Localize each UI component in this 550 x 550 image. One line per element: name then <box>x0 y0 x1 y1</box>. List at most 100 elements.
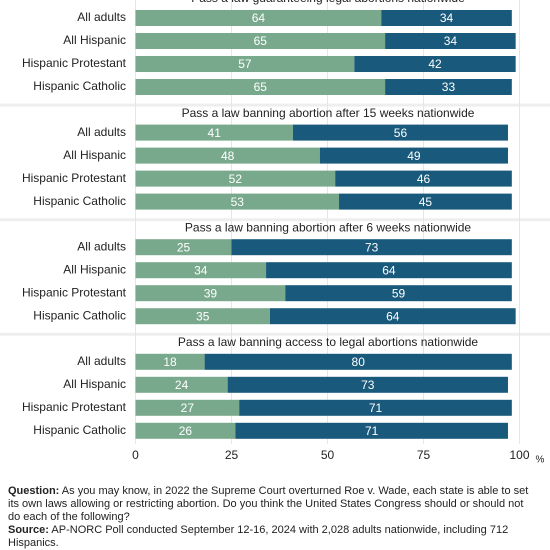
bar-segment <box>227 376 508 393</box>
bar-segment <box>354 56 516 72</box>
question-label: Question: <box>8 485 60 497</box>
category-label: Hispanic Protestant <box>22 285 127 299</box>
bar-segment <box>135 10 382 26</box>
panel-title: Pass a law banning abortion after 15 wee… <box>182 106 475 120</box>
bar-segment <box>266 262 512 279</box>
value-label: 34 <box>440 11 454 25</box>
value-label: 41 <box>208 126 222 140</box>
value-label: 34 <box>444 34 458 48</box>
value-label: 18 <box>163 355 177 369</box>
value-label: 65 <box>254 80 268 94</box>
bar-segment <box>135 193 340 210</box>
source: Source: AP-NORC Poll conducted September… <box>8 524 538 550</box>
bar-segment <box>135 422 236 439</box>
source-text: AP-NORC Poll conducted September 12-16, … <box>8 524 509 549</box>
panel-gap <box>0 332 550 336</box>
bar-segment <box>292 124 508 141</box>
bar-segment <box>135 239 232 256</box>
value-label: 80 <box>352 355 366 369</box>
bar-segment <box>385 33 516 49</box>
category-label: Hispanic Protestant <box>22 56 127 70</box>
x-tick-label: 75 <box>417 448 431 462</box>
value-label: 57 <box>238 57 252 71</box>
question: Question: As you may know, in 2022 the S… <box>8 485 538 524</box>
x-tick-label: 25 <box>225 448 239 462</box>
panel-gap <box>0 103 550 107</box>
bar-segment <box>385 79 512 95</box>
category-label: All Hispanic <box>63 262 126 276</box>
value-label: 53 <box>231 195 245 209</box>
bar-segment <box>135 170 336 187</box>
bar-segment <box>231 239 512 256</box>
question-text: As you may know, in 2022 the Supreme Cou… <box>8 485 529 523</box>
category-label: Hispanic Protestant <box>22 171 127 185</box>
value-label: 49 <box>407 149 421 163</box>
value-label: 71 <box>369 401 383 415</box>
value-label: 48 <box>221 149 235 163</box>
bar-segment <box>135 79 386 95</box>
value-label: 39 <box>204 286 218 300</box>
source-label: Source: <box>8 524 49 536</box>
category-label: All Hispanic <box>63 148 126 162</box>
bar-segment <box>319 147 508 164</box>
bar-segment <box>269 308 516 325</box>
x-tick-label: 0 <box>132 448 139 462</box>
value-label: 25 <box>177 240 191 254</box>
bar-segment <box>135 399 240 416</box>
value-label: 26 <box>179 424 193 438</box>
bar-segment <box>135 376 228 393</box>
category-label: Hispanic Catholic <box>33 194 126 208</box>
category-label: Hispanic Catholic <box>33 423 126 437</box>
bar-segment <box>135 285 286 302</box>
value-label: 73 <box>365 240 379 254</box>
bar-segment <box>239 399 512 416</box>
x-tick-label: 50 <box>321 448 335 462</box>
category-label: All adults <box>77 239 126 253</box>
bar-segment <box>339 193 512 210</box>
value-label: 56 <box>394 126 408 140</box>
category-label: All Hispanic <box>63 33 126 47</box>
bar-segment <box>335 170 512 187</box>
bar-segment <box>135 308 270 325</box>
category-label: Hispanic Protestant <box>22 400 127 414</box>
bar-segment <box>135 353 205 370</box>
value-label: 27 <box>181 401 195 415</box>
category-label: All adults <box>77 354 126 368</box>
bar-segment <box>381 10 512 26</box>
category-label: All Hispanic <box>63 377 126 391</box>
category-label: All adults <box>77 10 126 24</box>
category-label: All adults <box>77 125 126 139</box>
category-label: Hispanic Catholic <box>33 79 126 93</box>
notes: Question: As you may know, in 2022 the S… <box>8 485 538 550</box>
panel-title: Pass a law guaranteeing legal abortions … <box>191 0 465 5</box>
value-label: 65 <box>254 34 268 48</box>
value-label: 71 <box>365 424 379 438</box>
value-label: 35 <box>196 309 210 323</box>
value-label: 73 <box>361 378 375 392</box>
bar-segment <box>135 33 386 49</box>
bar-segment <box>204 353 512 370</box>
value-label: 45 <box>419 195 433 209</box>
bar-segment <box>135 56 355 72</box>
bar-segment <box>135 262 267 279</box>
value-label: 42 <box>428 57 442 71</box>
x-tick-label: 100 <box>509 448 529 462</box>
x-axis-label: % <box>536 455 545 466</box>
panel-gap <box>0 218 550 222</box>
value-label: 33 <box>442 80 456 94</box>
bar-segment <box>285 285 512 302</box>
value-label: 34 <box>194 263 208 277</box>
value-label: 24 <box>175 378 189 392</box>
bar-segment <box>235 422 508 439</box>
bar-segment <box>135 147 320 164</box>
value-label: 64 <box>252 11 266 25</box>
value-label: 46 <box>417 172 431 186</box>
value-label: 59 <box>392 286 406 300</box>
panel-title: Pass a law banning abortion after 6 week… <box>185 220 472 234</box>
value-label: 64 <box>386 309 400 323</box>
value-label: 52 <box>229 172 243 186</box>
panel-title: Pass a law banning access to legal abort… <box>178 335 479 349</box>
category-label: Hispanic Catholic <box>33 308 126 322</box>
bar-segment <box>135 124 293 141</box>
